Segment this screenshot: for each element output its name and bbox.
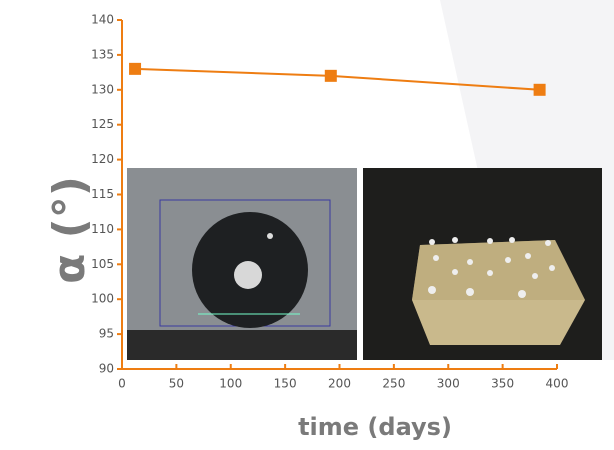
x-tick-label: 250 [382,377,405,391]
y-tick-label: 135 [91,47,114,61]
x-tick-label: 300 [437,377,460,391]
data-point [325,70,337,82]
y-tick-label: 90 [99,362,114,376]
x-axis-label: time (days) [298,413,452,441]
y-tick-label: 120 [91,152,114,166]
data-point [129,63,141,75]
inset-photo-brick [363,168,602,360]
y-axis-label: α (°) [44,176,95,284]
x-tick-label: 400 [546,377,569,391]
x-tick-label: 350 [491,377,514,391]
x-tick-label: 100 [219,377,242,391]
data-point [534,84,546,96]
x-tick-label: 200 [328,377,351,391]
y-tick-label: 125 [91,117,114,131]
x-tick-label: 0 [118,377,126,391]
chart: α (°) time (days) 90 95 100 105 110 115 120 125… [0,0,614,446]
x-tick-label: 50 [169,377,184,391]
y-tick-label: 115 [91,187,114,201]
y-tick-label: 105 [91,257,114,271]
y-tick-label: 130 [91,82,114,96]
y-tick-label: 100 [91,292,114,306]
x-tick-label: 150 [274,377,297,391]
y-tick-label: 110 [91,222,114,236]
y-tick-label: 95 [99,327,114,341]
y-tick-label: 140 [91,13,114,27]
inset-photo-droplet [127,168,357,360]
